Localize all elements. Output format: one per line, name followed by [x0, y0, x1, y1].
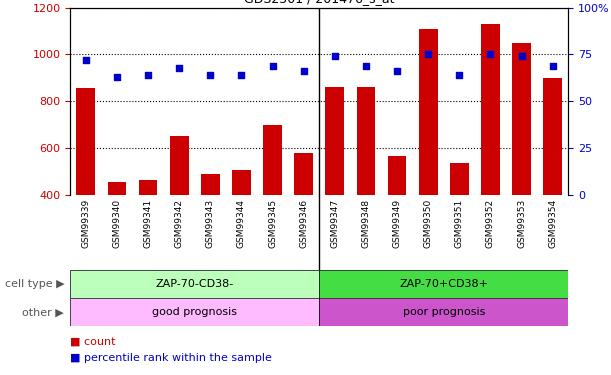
Text: ZAP-70+CD38+: ZAP-70+CD38+: [399, 279, 488, 289]
Text: GSM99346: GSM99346: [299, 199, 308, 248]
Text: GSM99350: GSM99350: [423, 199, 433, 248]
Bar: [388, 156, 406, 289]
Text: GSM99348: GSM99348: [362, 199, 370, 248]
Bar: [326, 87, 344, 289]
Text: ■ percentile rank within the sample: ■ percentile rank within the sample: [70, 353, 272, 363]
Point: [392, 68, 402, 74]
Text: GSM99351: GSM99351: [455, 199, 464, 248]
Bar: [170, 136, 189, 289]
Point: [548, 63, 558, 69]
Text: ZAP-70-CD38-: ZAP-70-CD38-: [156, 279, 234, 289]
Point: [517, 53, 527, 59]
Point: [112, 74, 122, 80]
Bar: [70, 298, 320, 326]
Point: [299, 68, 309, 74]
Text: GSM99354: GSM99354: [548, 199, 557, 248]
Point: [423, 51, 433, 57]
Bar: [201, 174, 220, 289]
Bar: [108, 182, 126, 289]
Text: cell type ▶: cell type ▶: [4, 279, 64, 289]
Bar: [70, 270, 320, 298]
Point: [143, 72, 153, 78]
Bar: [419, 28, 437, 289]
Bar: [320, 298, 584, 326]
Point: [268, 63, 277, 69]
Bar: [512, 43, 531, 289]
Text: other ▶: other ▶: [23, 307, 64, 317]
Text: GSM99339: GSM99339: [81, 199, 90, 248]
Point: [455, 72, 464, 78]
Text: GSM99344: GSM99344: [237, 199, 246, 248]
Bar: [232, 170, 251, 289]
Text: GSM99353: GSM99353: [517, 199, 526, 248]
Title: GDS2501 / 201476_s_at: GDS2501 / 201476_s_at: [244, 0, 395, 5]
Text: good prognosis: good prognosis: [152, 307, 237, 317]
Point: [236, 72, 246, 78]
Point: [361, 63, 371, 69]
Bar: [357, 87, 375, 289]
Bar: [320, 270, 584, 298]
Text: GSM99345: GSM99345: [268, 199, 277, 248]
Text: poor prognosis: poor prognosis: [403, 307, 485, 317]
Text: GSM99352: GSM99352: [486, 199, 495, 248]
Text: GSM99341: GSM99341: [144, 199, 153, 248]
Bar: [481, 24, 500, 289]
Point: [486, 51, 496, 57]
Text: GSM99347: GSM99347: [331, 199, 339, 248]
Point: [330, 53, 340, 59]
Bar: [543, 78, 562, 289]
Bar: [76, 88, 95, 289]
Text: GSM99340: GSM99340: [112, 199, 122, 248]
Bar: [139, 180, 158, 289]
Text: GSM99342: GSM99342: [175, 199, 184, 248]
Text: GSM99343: GSM99343: [206, 199, 215, 248]
Point: [205, 72, 215, 78]
Point: [81, 57, 90, 63]
Point: [174, 64, 184, 70]
Bar: [450, 164, 469, 289]
Bar: [263, 124, 282, 289]
Text: ■ count: ■ count: [70, 336, 115, 346]
Text: GSM99349: GSM99349: [392, 199, 401, 248]
Bar: [295, 153, 313, 289]
